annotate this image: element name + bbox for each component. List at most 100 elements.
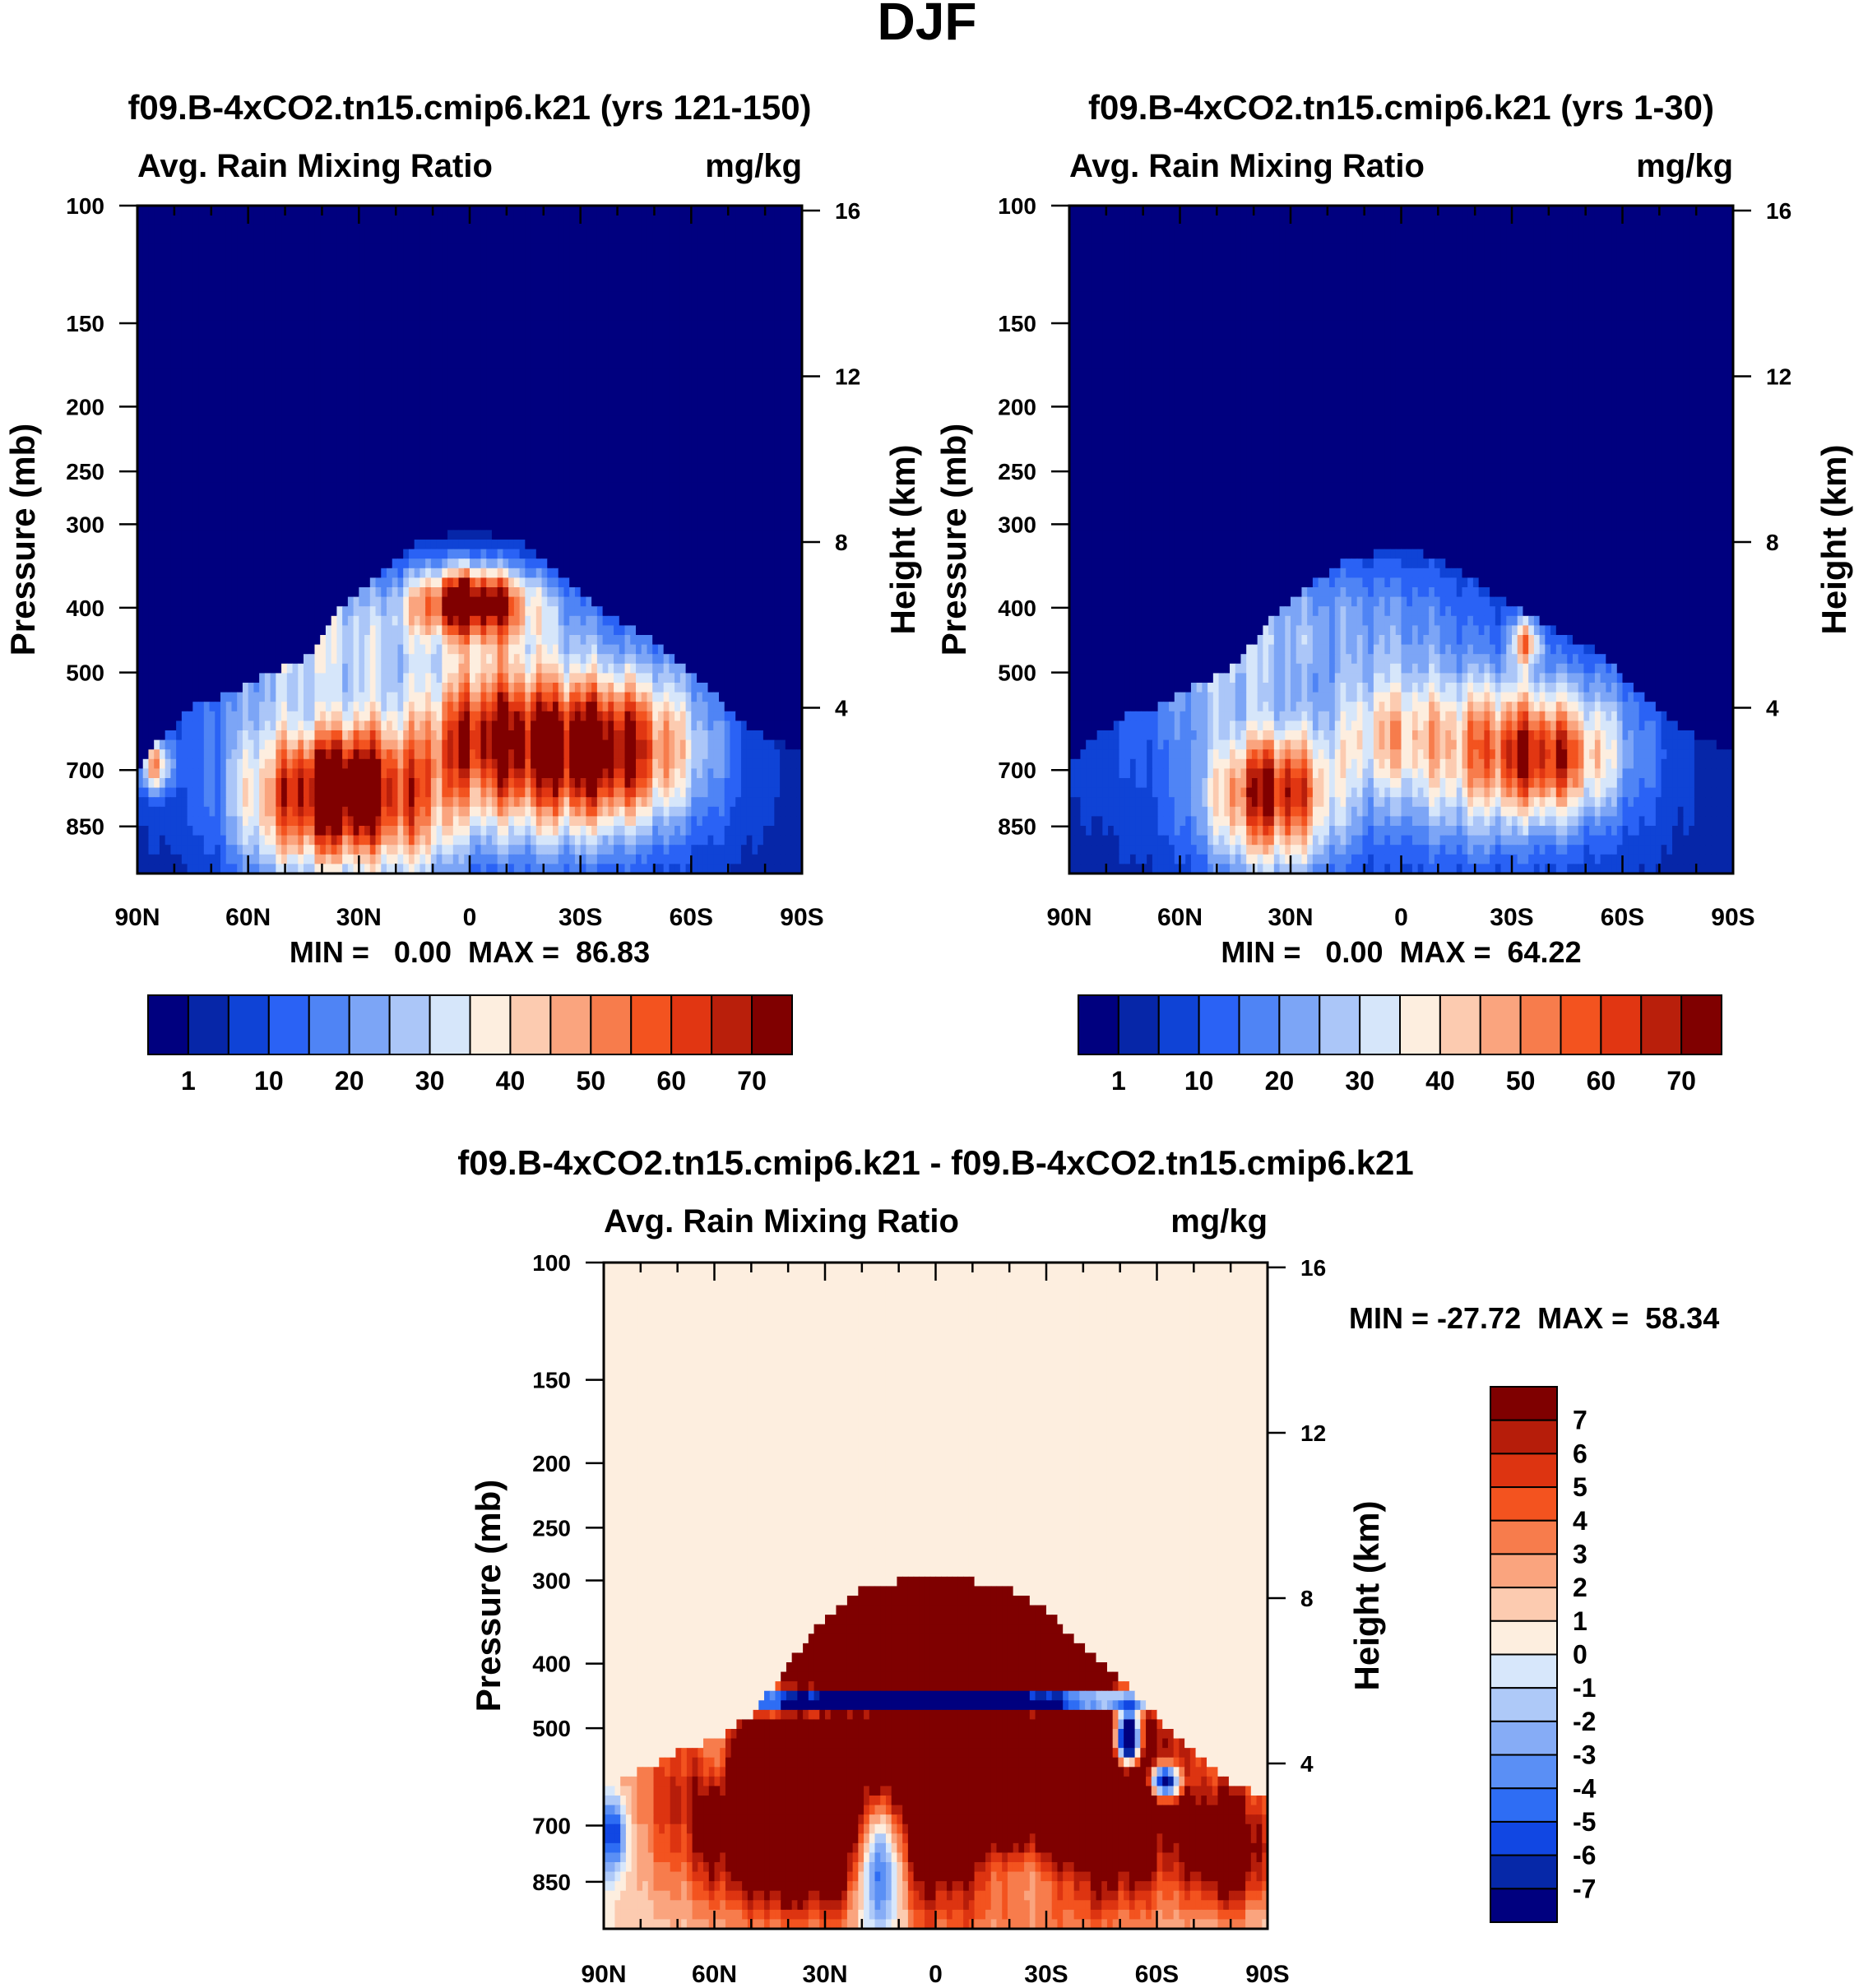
heatmap-cell	[198, 482, 205, 493]
heatmap-cell	[697, 453, 703, 464]
heatmap-cell	[541, 568, 548, 578]
heatmap-cell	[475, 549, 482, 559]
heatmap-cell	[353, 415, 359, 426]
heatmap-cell	[320, 253, 327, 264]
heatmap-cell	[403, 463, 410, 474]
heatmap-cell	[774, 349, 781, 359]
heatmap-cell	[608, 243, 614, 254]
heatmap-cell	[652, 511, 659, 521]
heatmap-cell	[187, 472, 193, 483]
heatmap-cell	[304, 377, 310, 387]
heatmap-cell	[558, 482, 565, 493]
heatmap-cell	[719, 482, 725, 493]
heatmap-cell	[525, 530, 531, 540]
heatmap-cell	[674, 396, 681, 407]
heatmap-cell	[165, 358, 171, 368]
heatmap-cell	[286, 377, 294, 387]
heatmap-cell	[154, 301, 160, 312]
heatmap-cell	[608, 301, 614, 312]
heatmap-cell	[663, 558, 670, 569]
heatmap-cell	[619, 368, 626, 378]
heatmap-cell	[387, 540, 393, 550]
heatmap-cell	[602, 540, 609, 550]
heatmap-cell	[730, 243, 736, 254]
heatmap-cell	[414, 577, 420, 588]
heatmap-cell	[513, 587, 521, 598]
heatmap-cell	[746, 368, 753, 378]
heatmap-cell	[464, 358, 470, 368]
heatmap-cell	[342, 396, 349, 407]
heatmap-cell	[547, 540, 554, 550]
heatmap-cell	[353, 405, 359, 416]
heatmap-cell	[780, 396, 786, 407]
heatmap-cell	[685, 444, 692, 455]
heatmap-cell	[137, 243, 144, 254]
heatmap-cell	[464, 434, 470, 445]
heatmap-cell	[353, 577, 359, 588]
heatmap-cell	[596, 463, 604, 474]
heatmap-cell	[353, 472, 359, 483]
heatmap-cell	[264, 225, 271, 235]
heatmap-cell	[679, 530, 687, 540]
heatmap-cell	[563, 253, 570, 264]
heatmap-cell	[336, 463, 343, 474]
heatmap-cell	[475, 320, 482, 331]
heatmap-cell	[392, 530, 399, 540]
heatmap-cell	[336, 520, 343, 531]
heatmap-cell	[580, 405, 586, 416]
heatmap-cell	[264, 272, 271, 283]
heatmap-cell	[486, 472, 493, 483]
heatmap-cell	[541, 444, 548, 455]
heatmap-cell	[591, 520, 598, 531]
heatmap-cell	[669, 215, 675, 225]
heatmap-cell	[165, 472, 171, 483]
heatmap-cell	[657, 558, 665, 569]
heatmap-cell	[281, 453, 288, 464]
heatmap-cell	[359, 463, 365, 474]
heatmap-cell	[740, 262, 748, 273]
heatmap-cell	[519, 540, 526, 550]
heatmap-cell	[430, 368, 438, 378]
heatmap-cell	[298, 511, 304, 521]
heatmap-cell	[403, 291, 410, 302]
heatmap-cell	[187, 463, 193, 474]
heatmap-cell	[697, 482, 703, 493]
heatmap-cell	[436, 225, 443, 235]
heatmap-cell	[264, 281, 271, 292]
heatmap-cell	[580, 368, 586, 378]
heatmap-cell	[596, 234, 604, 244]
heatmap-cell	[231, 215, 238, 225]
heatmap-cell	[270, 243, 276, 254]
heatmap-cell	[165, 234, 171, 244]
heatmap-cell	[237, 262, 243, 273]
heatmap-cell	[547, 320, 554, 331]
heatmap-cell	[242, 387, 249, 397]
heatmap-cell	[768, 349, 775, 359]
heatmap-cell	[142, 405, 150, 416]
heatmap-cell	[148, 453, 155, 464]
heatmap-cell	[347, 549, 355, 559]
heatmap-cell	[237, 358, 243, 368]
heatmap-cell	[419, 225, 426, 235]
heatmap-cell	[286, 368, 294, 378]
heatmap-cell	[531, 358, 537, 368]
heatmap-cell	[702, 206, 709, 216]
heatmap-cell	[685, 501, 692, 512]
heatmap-cell	[541, 549, 548, 559]
heatmap-cell	[137, 291, 144, 302]
heatmap-cell	[713, 368, 720, 378]
heatmap-cell	[364, 482, 371, 493]
heatmap-cell	[685, 234, 692, 244]
heatmap-cell	[336, 558, 343, 569]
heatmap-cell	[475, 596, 482, 607]
heatmap-cell	[220, 291, 227, 302]
heatmap-cell	[796, 320, 803, 331]
heatmap-cell	[192, 434, 199, 445]
heatmap-cell	[308, 339, 316, 350]
heatmap-cell	[574, 281, 582, 292]
heatmap-cell	[436, 482, 443, 493]
heatmap-cell	[647, 424, 653, 435]
heatmap-cell	[740, 339, 748, 350]
heatmap-cell	[531, 424, 537, 435]
heatmap-cell	[724, 272, 731, 283]
